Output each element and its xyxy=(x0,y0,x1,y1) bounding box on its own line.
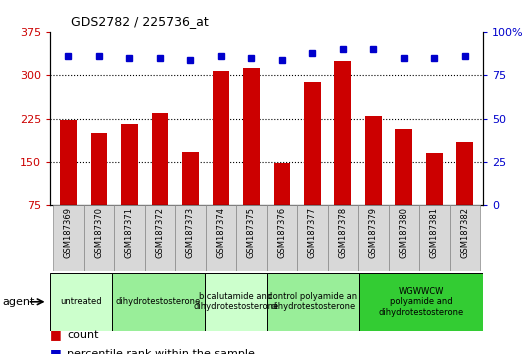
Text: GSM187375: GSM187375 xyxy=(247,207,256,258)
Bar xyxy=(60,120,77,205)
Bar xyxy=(365,116,382,205)
Text: GSM187371: GSM187371 xyxy=(125,207,134,258)
Text: GSM187376: GSM187376 xyxy=(277,207,286,258)
Bar xyxy=(145,205,175,271)
Text: GSM187378: GSM187378 xyxy=(338,207,347,258)
Bar xyxy=(304,82,321,205)
Bar xyxy=(358,205,389,271)
Text: GSM187382: GSM187382 xyxy=(460,207,469,258)
Text: GSM187370: GSM187370 xyxy=(95,207,103,258)
Bar xyxy=(91,133,107,205)
Bar xyxy=(327,205,358,271)
Text: percentile rank within the sample: percentile rank within the sample xyxy=(67,349,255,354)
Text: ■: ■ xyxy=(50,348,62,354)
Text: count: count xyxy=(67,330,99,339)
Bar xyxy=(206,205,236,271)
Bar xyxy=(84,205,114,271)
Text: GSM187379: GSM187379 xyxy=(369,207,378,258)
Text: GSM187373: GSM187373 xyxy=(186,207,195,258)
Text: agent: agent xyxy=(3,297,35,307)
Bar xyxy=(182,152,199,205)
Bar xyxy=(267,205,297,271)
Bar xyxy=(395,129,412,205)
Bar xyxy=(205,273,267,331)
Bar xyxy=(114,205,145,271)
Text: GSM187380: GSM187380 xyxy=(399,207,408,258)
Bar xyxy=(121,124,138,205)
Text: control polyamide an
dihydrotestosterone: control polyamide an dihydrotestosterone xyxy=(268,292,357,312)
Text: untreated: untreated xyxy=(60,297,102,306)
Bar xyxy=(112,273,205,331)
Bar xyxy=(360,273,483,331)
Bar xyxy=(175,205,206,271)
Text: GSM187372: GSM187372 xyxy=(155,207,164,258)
Bar xyxy=(456,142,473,205)
Bar xyxy=(212,71,229,205)
Bar xyxy=(389,205,419,271)
Text: bicalutamide and
dihydrotestosterone: bicalutamide and dihydrotestosterone xyxy=(193,292,278,312)
Bar xyxy=(53,205,84,271)
Bar xyxy=(274,163,290,205)
Bar xyxy=(152,113,168,205)
Bar xyxy=(236,205,267,271)
Text: ■: ■ xyxy=(50,328,62,341)
Bar xyxy=(449,205,480,271)
Bar xyxy=(334,61,351,205)
Text: WGWWCW
polyamide and
dihydrotestosterone: WGWWCW polyamide and dihydrotestosterone xyxy=(379,287,464,317)
Bar xyxy=(267,273,360,331)
Text: GSM187377: GSM187377 xyxy=(308,207,317,258)
Bar xyxy=(426,153,442,205)
Bar xyxy=(297,205,327,271)
Text: GDS2782 / 225736_at: GDS2782 / 225736_at xyxy=(71,15,209,28)
Bar xyxy=(243,68,260,205)
Text: GSM187381: GSM187381 xyxy=(430,207,439,258)
Bar xyxy=(419,205,449,271)
Text: GSM187374: GSM187374 xyxy=(216,207,225,258)
Text: dihydrotestosterone: dihydrotestosterone xyxy=(116,297,201,306)
Bar xyxy=(50,273,112,331)
Text: GSM187369: GSM187369 xyxy=(64,207,73,258)
